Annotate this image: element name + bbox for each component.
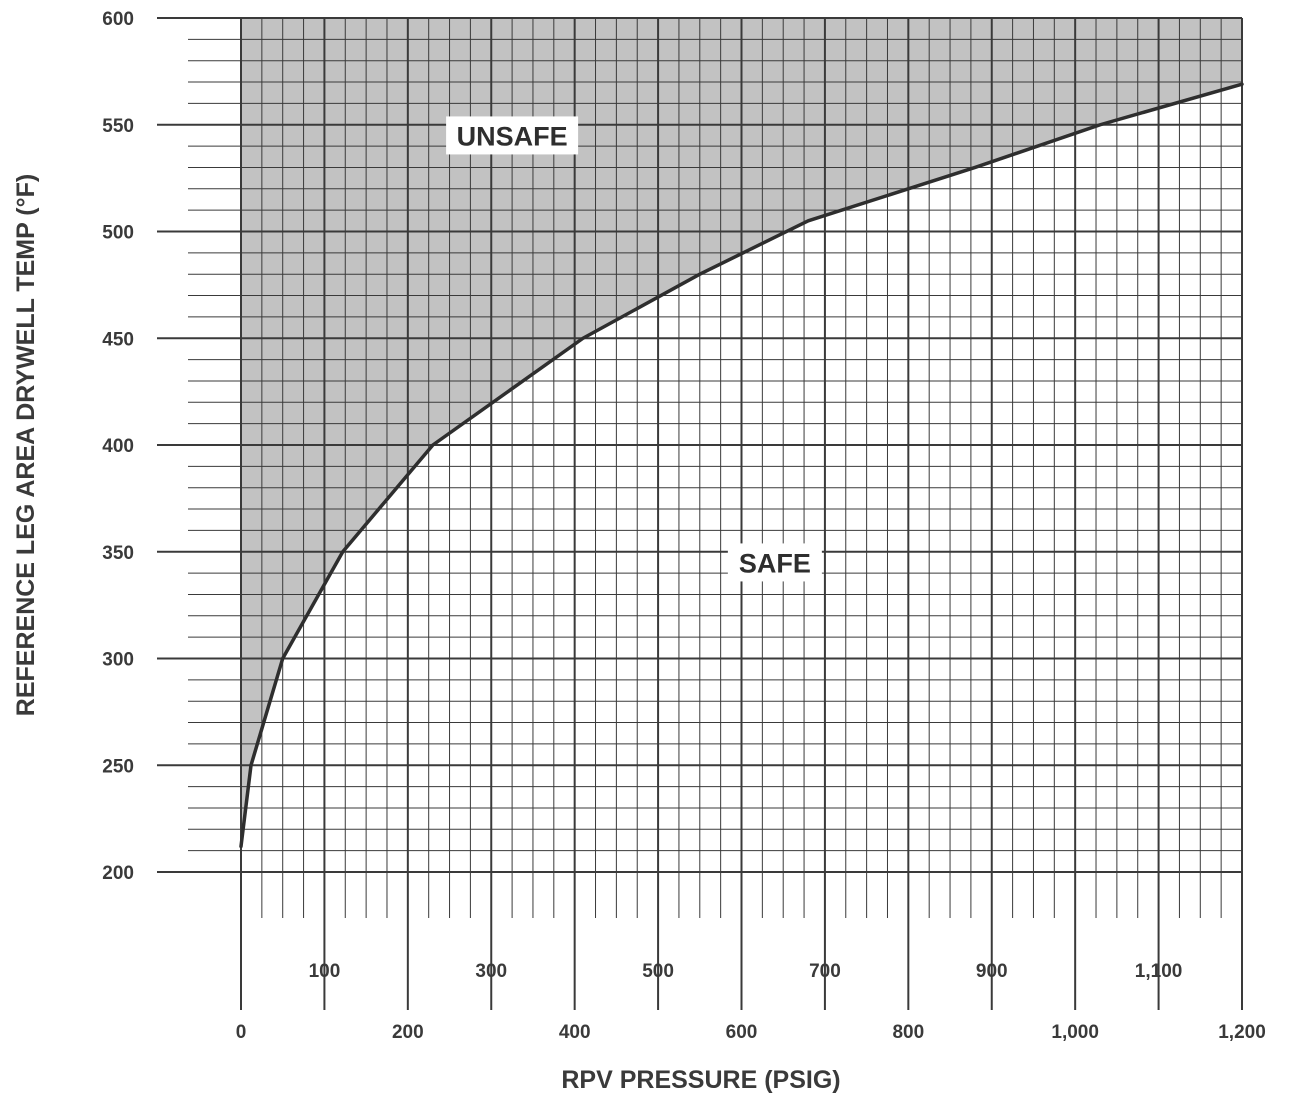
y-tick-label: 400: [102, 436, 134, 457]
region-label-safe: SAFE: [727, 543, 822, 582]
x-tick-label-lower: 0: [236, 1022, 247, 1043]
y-tick-label: 250: [102, 756, 134, 777]
y-tick-label: 550: [102, 116, 134, 137]
x-tick-label-upper: 500: [642, 961, 674, 982]
x-tick-label-lower: 1,000: [1051, 1022, 1099, 1043]
y-tick-label: 500: [102, 223, 134, 244]
x-tick-label-upper: 100: [309, 961, 341, 982]
region-label-text: SAFE: [739, 548, 811, 578]
x-tick-label-upper: 300: [475, 961, 507, 982]
y-tick-label: 200: [102, 863, 134, 884]
x-tick-label-lower: 200: [392, 1022, 424, 1043]
x-tick-label-lower: 1,200: [1218, 1022, 1266, 1043]
region-label-background: [727, 543, 822, 582]
x-axis-title: RPV PRESSURE (PSIG): [561, 1066, 840, 1094]
grid: [157, 17, 1243, 1010]
region-label-unsafe: UNSAFE: [446, 116, 579, 155]
x-tick-label-lower: 400: [559, 1022, 591, 1043]
region-labels: UNSAFE SAFE: [446, 116, 822, 582]
safe-unsafe-boundary: [239, 82, 1244, 849]
region-label-background: [446, 116, 579, 155]
x-tick-label-lower: 800: [892, 1022, 924, 1043]
x-tick-label-upper: 700: [809, 961, 841, 982]
region-label-text: UNSAFE: [457, 121, 568, 151]
boundary-line: [239, 82, 1244, 849]
x-tick-label-upper: 1,100: [1135, 961, 1183, 982]
y-tick-label: 600: [102, 9, 134, 30]
y-tick-label: 450: [102, 329, 134, 350]
tick-labels: 200 250 300 350 400 450 500 550 600 0 200 400 600 800…: [102, 9, 1265, 1043]
y-axis-title: REFERENCE LEG AREA DRYWELL TEMP (°F): [12, 174, 40, 716]
y-tick-label: 300: [102, 650, 134, 671]
x-tick-label-lower: 600: [726, 1022, 758, 1043]
x-tick-label-upper: 900: [976, 961, 1008, 982]
y-tick-label: 350: [102, 543, 134, 564]
